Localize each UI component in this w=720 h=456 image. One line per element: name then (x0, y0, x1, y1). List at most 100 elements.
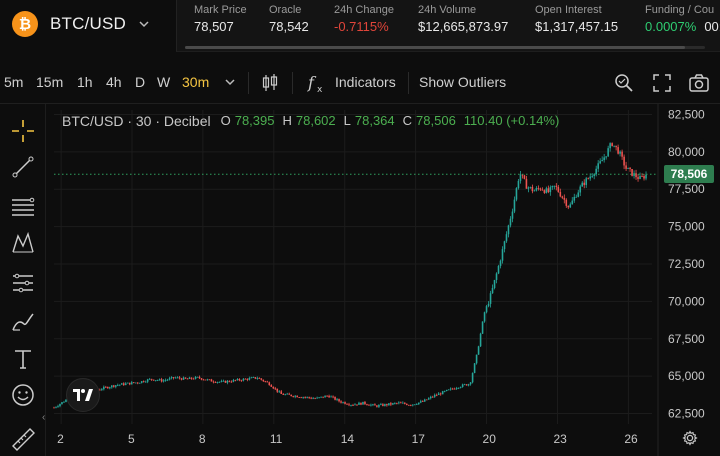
x-tick-label: 20 (483, 432, 497, 446)
candle-body (214, 382, 217, 383)
candle-body (370, 404, 372, 406)
candle-body (499, 260, 502, 266)
candle-body (286, 393, 289, 395)
candle-body (563, 197, 566, 200)
interval-1h[interactable]: 1h (77, 74, 93, 90)
candle-body (423, 399, 426, 402)
indicators-button[interactable]: Indicators (335, 74, 396, 90)
chevron-down-icon[interactable] (222, 74, 238, 90)
price-chart[interactable]: 62,500 65,000 67,500 70,000 72,500 75,000 77,5… (52, 104, 720, 456)
emoji-icon[interactable] (10, 382, 36, 408)
x-tick-label: 8 (199, 432, 206, 446)
candle-body (579, 186, 582, 193)
svg-text:f: f (307, 73, 317, 92)
candle-body (541, 189, 544, 191)
candle-body (150, 378, 153, 380)
stats-scrollbar[interactable] (185, 46, 705, 49)
candle-body (404, 402, 406, 404)
candle-body (202, 379, 205, 381)
candle-body (583, 182, 586, 185)
candle-body (639, 176, 641, 179)
candle-body (232, 379, 235, 382)
interval-5m[interactable]: 5m (4, 74, 24, 90)
candle-body (344, 402, 346, 404)
fib-icon[interactable] (10, 194, 36, 220)
candle-body (575, 196, 578, 198)
candle-body (348, 404, 350, 406)
candle-body (174, 377, 177, 379)
candle-body (138, 382, 141, 384)
candle-body (408, 404, 410, 406)
candle-body (591, 175, 593, 177)
candle-body (406, 403, 408, 405)
collapse-tools-icon[interactable]: ‹ (42, 412, 46, 423)
candle-body (148, 378, 151, 380)
candle-body (461, 384, 464, 387)
candle-body (278, 391, 281, 393)
candle-body (113, 385, 115, 387)
y-tick-label: 70,000 (668, 294, 705, 308)
fullscreen-icon[interactable] (651, 72, 673, 94)
trendline-icon[interactable] (10, 154, 36, 180)
candle-body (495, 273, 498, 280)
tradingview-logo[interactable] (66, 378, 100, 412)
candle-body (103, 386, 105, 390)
y-tick-label: 65,000 (668, 369, 705, 383)
candle-body (364, 401, 366, 405)
candle-body (631, 169, 633, 176)
candle-body (637, 177, 639, 179)
camera-icon[interactable] (688, 72, 710, 94)
candle-body (623, 156, 625, 166)
y-tick-label: 80,000 (668, 145, 705, 159)
text-icon[interactable] (10, 346, 36, 372)
interval-d[interactable]: D (135, 74, 146, 90)
candle-body (222, 380, 225, 382)
candle-body (192, 378, 195, 380)
brush-icon[interactable] (10, 308, 36, 334)
candle-body (394, 403, 396, 404)
magnifier-icon[interactable] (613, 72, 635, 94)
candle-body (114, 385, 117, 387)
candle-body (142, 381, 145, 382)
crosshair-icon[interactable] (10, 118, 36, 144)
candles-icon[interactable] (259, 72, 281, 94)
candle-body (607, 148, 609, 157)
candle-body (402, 402, 404, 404)
candle-body (589, 176, 592, 179)
candle-body (314, 398, 316, 400)
candle-body (290, 394, 293, 397)
candle-body (557, 186, 560, 192)
pair-selector[interactable]: ₿ BTC/USD (6, 4, 166, 44)
candle-body (107, 386, 109, 389)
x-tick-label: 17 (412, 432, 426, 446)
x-tick-label: 26 (624, 432, 638, 446)
candle-body (356, 404, 358, 406)
ruler-icon[interactable] (10, 426, 36, 452)
candle-body (246, 378, 249, 380)
candle-body (398, 402, 400, 404)
show-outliers-button[interactable]: Show Outliers (419, 74, 507, 90)
candle-body (126, 382, 129, 384)
candle-body (360, 402, 362, 405)
candle-body (441, 391, 444, 395)
candle-body (266, 381, 269, 383)
candle-body (503, 241, 506, 250)
measure-icon[interactable] (10, 270, 36, 296)
interval-30m[interactable]: 30m (182, 74, 210, 90)
candle-body (593, 174, 595, 176)
candle-body (433, 394, 436, 397)
candle-body (449, 388, 452, 390)
interval-15m[interactable]: 15m (36, 74, 64, 90)
candle-body (374, 404, 376, 406)
candle-body (346, 403, 348, 405)
pattern-icon[interactable] (10, 230, 36, 256)
candle-body (605, 156, 607, 158)
interval-w[interactable]: W (157, 74, 171, 90)
candle-body (146, 379, 149, 382)
candle-body (296, 395, 298, 398)
function-icon[interactable]: f x (306, 72, 328, 94)
candle-body (551, 185, 554, 188)
settings-gear-icon[interactable] (682, 430, 698, 446)
interval-4h[interactable]: 4h (106, 74, 122, 90)
candle-body (509, 218, 512, 226)
